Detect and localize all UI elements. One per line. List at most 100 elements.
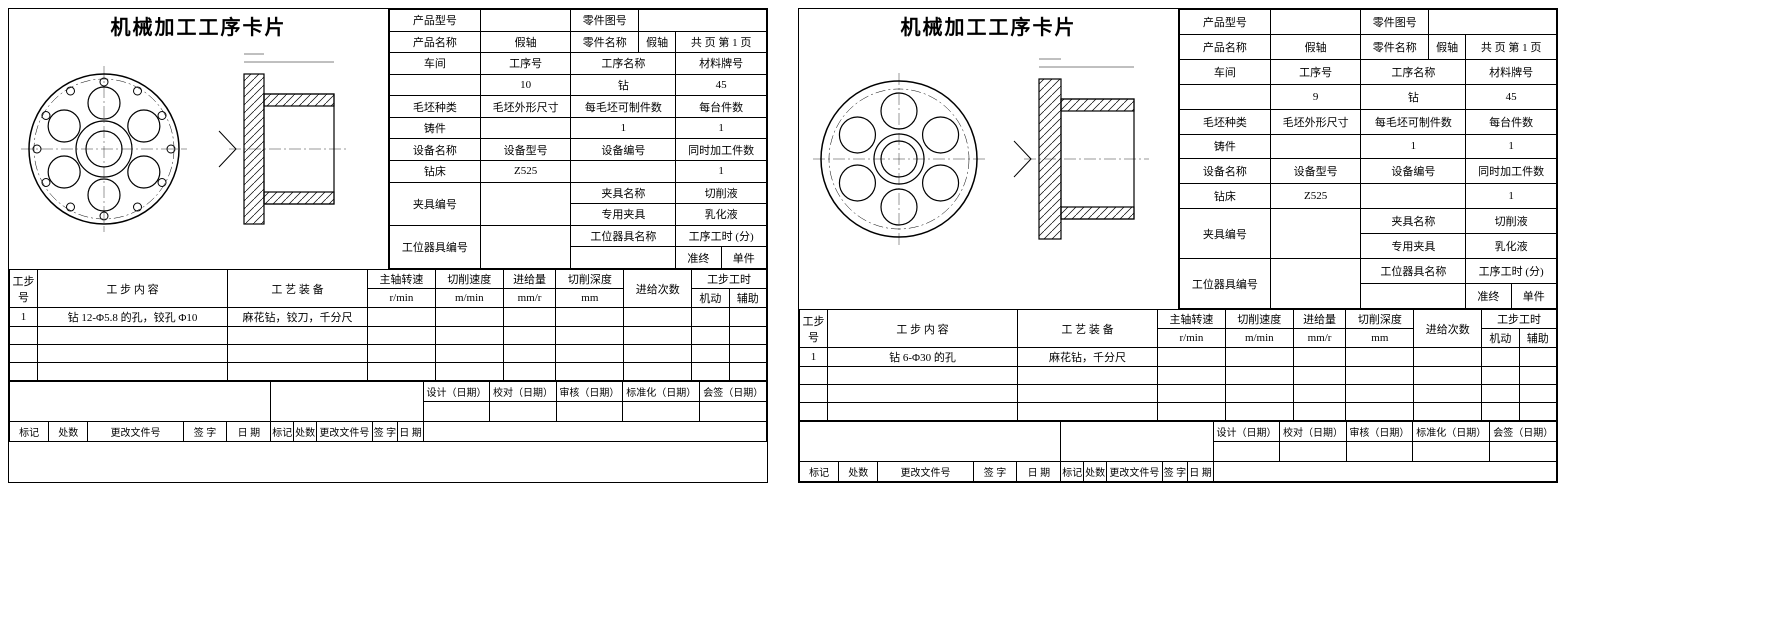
col-spindle: 主轴转速 xyxy=(368,270,436,289)
std-label: 标准化（日期） xyxy=(1413,422,1490,442)
drawing-area-1: 机械加工工序卡片 xyxy=(9,9,389,269)
per-set-label: 每台件数 xyxy=(676,96,767,118)
fixture-name-label: 夹具名称 xyxy=(1361,209,1466,234)
card-title: 机械加工工序卡片 xyxy=(799,9,1178,40)
blank-size-label: 毛坯外形尺寸 xyxy=(1270,109,1361,134)
page-label: 共 页 第 1 页 xyxy=(1466,34,1557,59)
col-feed: 进给量 xyxy=(503,270,556,289)
col-spindle-u: r/min xyxy=(1158,329,1226,348)
process-card-2: 机械加工工序卡片 产品型号 零件图号 产品名称 假轴 零件名称 假轴 共 页 第… xyxy=(798,8,1558,483)
col-equip: 工 艺 装 备 xyxy=(1018,310,1158,348)
approve-label: 会签（日期） xyxy=(1490,422,1557,442)
mark-label2: 标记 xyxy=(271,422,294,442)
workshop xyxy=(390,74,481,96)
fixture-no xyxy=(480,182,571,225)
simul-label: 同时加工件数 xyxy=(676,139,767,161)
blank-size-label: 毛坯外形尺寸 xyxy=(480,96,571,118)
equip-no xyxy=(571,161,676,183)
part-name-label: 零件名称 xyxy=(571,31,639,53)
col-depth-u: mm xyxy=(556,289,624,308)
col-time: 工步工时 xyxy=(1482,310,1557,329)
tool-name xyxy=(1361,283,1466,308)
blank-size xyxy=(480,117,571,139)
info-area-1: 产品型号 零件图号 产品名称 假轴 零件名称 假轴 共 页 第 1 页 车间 工… xyxy=(389,9,767,269)
coolant: 乳化液 xyxy=(676,204,767,226)
review-label: 审核（日期） xyxy=(1346,422,1412,442)
std-label: 标准化（日期） xyxy=(623,382,700,402)
col-passes: 进给次数 xyxy=(624,270,692,308)
col-depth: 切削深度 xyxy=(1346,310,1414,329)
simul: 1 xyxy=(676,161,767,183)
col-step-no: 工步号 xyxy=(800,310,828,348)
footer-table-1: 设计（日期） 校对（日期） 审核（日期） 标准化（日期） 会签（日期） 标记 处… xyxy=(9,381,767,442)
step-equip: 麻花钻，铰刀，千分尺 xyxy=(228,308,368,327)
blank-type-label: 毛坯种类 xyxy=(390,96,481,118)
per-blank-label: 每毛坯可制件数 xyxy=(1361,109,1466,134)
col-content: 工 步 内 容 xyxy=(828,310,1018,348)
col-time: 工步工时 xyxy=(692,270,767,289)
date-label2: 日 期 xyxy=(398,422,424,442)
chg-label2: 更改文件号 xyxy=(1107,462,1163,482)
per-blank-label: 每毛坯可制件数 xyxy=(571,96,676,118)
tool-name-label: 工位器具名称 xyxy=(571,225,676,247)
proc-name: 钻 xyxy=(1361,84,1466,109)
col-equip: 工 艺 装 备 xyxy=(228,270,368,308)
drawing-area-2: 机械加工工序卡片 xyxy=(799,9,1179,309)
technical-drawing xyxy=(804,39,1174,304)
process-card-1: 机械加工工序卡片 产品型号 零件图号 产品名称 假轴 零件名称 假轴 共 页 第… xyxy=(8,8,768,483)
page-label: 共 页 第 1 页 xyxy=(676,31,767,53)
col-passes: 进给次数 xyxy=(1414,310,1482,348)
simul: 1 xyxy=(1466,184,1557,209)
col-depth-u: mm xyxy=(1346,329,1414,348)
sign-label2: 签 字 xyxy=(372,422,398,442)
sign-label: 签 字 xyxy=(973,462,1017,482)
product-name: 假轴 xyxy=(480,31,571,53)
col-cut-u: m/min xyxy=(1225,329,1293,348)
col-cut: 切削速度 xyxy=(435,270,503,289)
coolant-label: 切削液 xyxy=(676,182,767,204)
per-set: 1 xyxy=(676,117,767,139)
product-name-label: 产品名称 xyxy=(1180,34,1271,59)
tool-no-label: 工位器具编号 xyxy=(390,225,481,268)
tool-name-label: 工位器具名称 xyxy=(1361,259,1466,284)
single-label: 单件 xyxy=(721,247,766,269)
equip-model: Z525 xyxy=(480,161,571,183)
proc-no: 10 xyxy=(480,74,571,96)
blank-type-label: 毛坯种类 xyxy=(1180,109,1271,134)
material: 45 xyxy=(676,74,767,96)
step-row: 1 钻 12-Φ5.8 的孔，铰孔 Φ10 麻花钻，铰刀，千分尺 xyxy=(10,308,767,327)
simul-label: 同时加工件数 xyxy=(1466,159,1557,184)
proc-time-label: 工序工时 (分) xyxy=(676,225,767,247)
equip-name: 钻床 xyxy=(390,161,481,183)
proc-name-label: 工序名称 xyxy=(1361,59,1466,84)
tool-no xyxy=(480,225,571,268)
workshop-label: 车间 xyxy=(1180,59,1271,84)
date-label2: 日 期 xyxy=(1188,462,1214,482)
material-label: 材料牌号 xyxy=(676,53,767,75)
sign-label2: 签 字 xyxy=(1162,462,1188,482)
mark-label: 标记 xyxy=(800,462,839,482)
equip-no-label: 设备编号 xyxy=(1361,159,1466,184)
mark-label2: 标记 xyxy=(1061,462,1084,482)
col-feed-u: mm/r xyxy=(1293,329,1346,348)
blank-size xyxy=(1270,134,1361,159)
col-feed-u: mm/r xyxy=(503,289,556,308)
product-name: 假轴 xyxy=(1270,34,1361,59)
prep-label: 准终 xyxy=(1466,283,1511,308)
part-drawing-no-label: 零件图号 xyxy=(1361,10,1429,35)
chg-label2: 更改文件号 xyxy=(317,422,373,442)
part-drawing-no-label: 零件图号 xyxy=(571,10,639,32)
fixture-name: 专用夹具 xyxy=(1361,234,1466,259)
date-label: 日 期 xyxy=(227,422,271,442)
tool-no-label: 工位器具编号 xyxy=(1180,259,1271,309)
proc-time-label: 工序工时 (分) xyxy=(1466,259,1557,284)
col-aux: 辅助 xyxy=(1519,329,1556,348)
proc-no-label: 工序号 xyxy=(1270,59,1361,84)
col-step-no: 工步号 xyxy=(10,270,38,308)
qty-label2: 处数 xyxy=(1084,462,1107,482)
workshop xyxy=(1180,84,1271,109)
part-drawing-no xyxy=(639,10,767,32)
design-label: 设计（日期） xyxy=(1213,422,1279,442)
part-drawing-no xyxy=(1429,10,1557,35)
step-content: 钻 12-Φ5.8 的孔，铰孔 Φ10 xyxy=(38,308,228,327)
